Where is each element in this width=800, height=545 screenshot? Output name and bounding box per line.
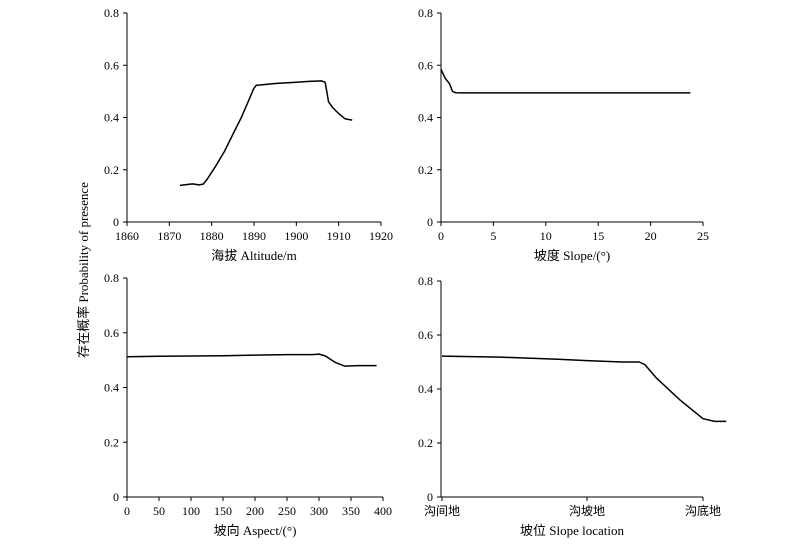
- panel-slope-xlabel: 坡度 Slope/(°): [534, 248, 610, 263]
- y-tick-label: 0: [427, 215, 433, 229]
- panel-aspect-ticks: 0 0.2 0.4 0.6 0.8 0 50 100 150 200 250 300 350 400: [104, 271, 392, 518]
- x-tick-label: 1860: [115, 229, 139, 243]
- shared-y-axis-label: 存在概率 Probability of presence: [76, 182, 91, 358]
- panel-altitude-ticks: 0 0.2 0.4 0.6 0.8 1860 1870 1880 1890 1900 1910 192…: [104, 6, 393, 243]
- series-line: [126, 353, 377, 367]
- y-tick-label: 0.6: [104, 326, 119, 340]
- panel-slope-location-ticks: 0 0.2 0.4 0.6 0.8 沟间地 沟坡地 沟底地: [418, 274, 721, 518]
- y-tick-label: 0.2: [418, 436, 433, 450]
- panel-aspect-xlabel: 坡向 Aspect/(°): [214, 523, 297, 538]
- x-tick-label: 20: [645, 229, 657, 243]
- y-tick-label: 0.8: [104, 6, 119, 20]
- y-tick-label: 0.8: [104, 271, 119, 285]
- panel-slope: 0 0.2 0.4 0.6 0.8 0 5 10 15 20 25 坡度 Slope/(°): [418, 6, 709, 263]
- x-tick-label: 25: [697, 229, 709, 243]
- x-tick-label: 沟间地: [424, 504, 460, 518]
- panel-slope-series: [440, 68, 691, 94]
- x-tick-label: 1890: [242, 229, 266, 243]
- series-line: [440, 68, 691, 94]
- panel-aspect: 0 0.2 0.4 0.6 0.8 0 50 100 150 200 250 300 350 400 坡向…: [104, 271, 392, 538]
- x-tick-label: 沟底地: [685, 503, 721, 518]
- x-tick-label: 350: [342, 504, 360, 518]
- y-tick-label: 0.6: [418, 328, 433, 342]
- y-tick-label: 0.2: [104, 163, 119, 177]
- y-tick-label: 0: [113, 490, 119, 504]
- x-tick-label: 1920: [369, 229, 393, 243]
- x-tick-label: 15: [592, 229, 604, 243]
- y-tick-label: 0.6: [104, 58, 119, 72]
- y-tick-label: 0.8: [418, 274, 433, 288]
- series-line: [179, 80, 353, 187]
- x-tick-label: 1910: [327, 229, 351, 243]
- y-tick-label: 0.2: [418, 163, 433, 177]
- y-tick-label: 0.4: [418, 382, 433, 396]
- y-tick-label: 0.4: [418, 111, 433, 125]
- panel-altitude-xlabel: 海拔 Altitude/m: [211, 248, 297, 263]
- panel-aspect-axes: [126, 278, 383, 498]
- panel-altitude-series: [179, 80, 353, 187]
- panel-slope-location-series: [441, 355, 727, 423]
- panel-altitude: 0 0.2 0.4 0.6 0.8 1860 1870 1880 1890 1900 1910 192…: [104, 6, 393, 263]
- x-tick-label: 10: [540, 229, 552, 243]
- x-tick-label: 5: [490, 229, 496, 243]
- y-tick-label: 0: [113, 215, 119, 229]
- panel-slope-location-axes: [440, 281, 703, 498]
- y-tick-label: 0.4: [104, 381, 119, 395]
- x-tick-label: 50: [153, 504, 165, 518]
- y-tick-label: 0.8: [418, 6, 433, 20]
- series-line: [441, 355, 727, 423]
- x-tick-label: 沟坡地: [569, 504, 605, 518]
- x-tick-label: 400: [374, 504, 392, 518]
- panel-aspect-series: [126, 353, 377, 367]
- y-tick-label: 0.6: [418, 58, 433, 72]
- panel-slope-ticks: 0 0.2 0.4 0.6 0.8 0 5 10 15 20 25: [418, 6, 709, 243]
- x-tick-label: 0: [124, 504, 130, 518]
- panel-slope-axes: [440, 13, 703, 223]
- y-tick-label: 0.4: [104, 111, 119, 125]
- x-tick-label: 1870: [157, 229, 181, 243]
- y-tick-label: 0: [427, 490, 433, 504]
- x-tick-label: 250: [278, 504, 296, 518]
- panel-slope-location: 0 0.2 0.4 0.6 0.8 沟间地 沟坡地 沟底地 坡位 Slope location: [418, 274, 727, 538]
- x-tick-label: 1880: [200, 229, 224, 243]
- x-tick-label: 150: [214, 504, 232, 518]
- x-tick-label: 0: [438, 229, 444, 243]
- x-tick-label: 300: [310, 504, 328, 518]
- x-tick-label: 200: [246, 504, 264, 518]
- y-tick-label: 0.2: [104, 435, 119, 449]
- x-tick-label: 1900: [284, 229, 308, 243]
- panel-slope-location-xlabel: 坡位 Slope location: [520, 523, 624, 538]
- x-tick-label: 100: [182, 504, 200, 518]
